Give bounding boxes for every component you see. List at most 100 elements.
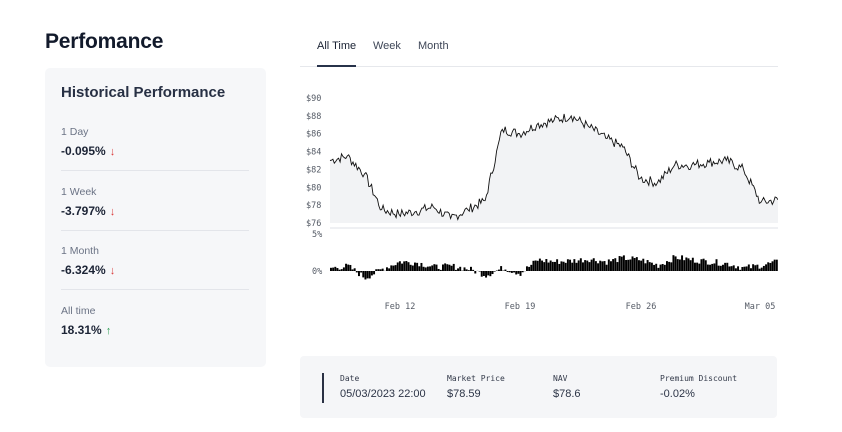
return-bar [530, 264, 533, 271]
return-bar [439, 269, 442, 271]
return-bar [379, 269, 382, 271]
return-bar [420, 262, 423, 271]
metric-label: 1 Month [61, 245, 99, 257]
return-bar [392, 265, 395, 271]
y-tick-label: $80 [306, 183, 321, 193]
return-bar [485, 271, 488, 278]
metric-value-text: -3.797% [61, 204, 106, 218]
metric-label: All time [61, 305, 96, 317]
return-bar [575, 262, 578, 271]
divider [61, 230, 249, 231]
metric-1-week: 1 Week -3.797% ↓ [61, 186, 249, 246]
return-bar [627, 259, 630, 271]
info-price-value: $78.59 [447, 388, 481, 400]
page-title: Perfomance [45, 30, 164, 53]
return-bar [655, 263, 658, 271]
return-bar [702, 258, 705, 271]
return-bar [638, 260, 640, 271]
return-bar [648, 262, 651, 271]
return-bar [551, 261, 554, 271]
metric-label: 1 Day [61, 126, 89, 138]
return-bar [564, 262, 567, 271]
return-bar [549, 260, 552, 271]
return-bar [592, 258, 595, 271]
return-bar [541, 260, 544, 271]
divider [61, 170, 249, 171]
return-bar [407, 262, 410, 271]
x-tick-label: Feb 19 [505, 302, 536, 312]
return-bar [528, 266, 531, 271]
return-bar [579, 258, 582, 271]
return-bar [435, 264, 438, 271]
return-bar [377, 269, 380, 271]
info-market-price: Market Price $78.59 [447, 374, 505, 400]
tab-week[interactable]: Week [373, 40, 401, 52]
return-bar [683, 260, 686, 271]
metric-value-text: -6.324% [61, 263, 106, 277]
return-bar [730, 266, 733, 271]
arrow-down-icon: ↓ [109, 206, 116, 218]
return-bar [640, 260, 643, 271]
return-bar [691, 257, 694, 271]
price-area [330, 114, 778, 223]
return-bar [411, 265, 414, 271]
metric-value: -3.797% ↓ [61, 204, 115, 218]
return-bar [558, 263, 561, 271]
return-bar [467, 270, 470, 271]
tab-month[interactable]: Month [418, 40, 449, 52]
return-bar [767, 262, 770, 271]
x-tick-label: Feb 12 [385, 302, 416, 312]
return-bar [536, 260, 539, 271]
return-bar [498, 269, 500, 271]
return-bar [584, 260, 587, 271]
active-tab-indicator [317, 65, 356, 67]
return-bar [532, 260, 535, 271]
time-range-tabs: All Time Week Month [300, 34, 778, 67]
return-bar [582, 262, 584, 271]
return-bar [577, 260, 580, 271]
x-tick-label: Feb 26 [626, 302, 657, 312]
return-bar [545, 259, 548, 271]
return-bar [424, 267, 427, 271]
return-bar [414, 262, 416, 271]
return-bar [519, 271, 522, 276]
return-bar [358, 271, 360, 277]
return-bar [504, 269, 507, 271]
x-tick-label: Mar 05 [745, 302, 776, 312]
return-bar [446, 264, 449, 271]
return-bar [614, 258, 617, 271]
return-bar [616, 262, 619, 271]
return-bar [709, 264, 712, 271]
info-date-value: 05/03/2023 22:00 [340, 388, 426, 400]
return-bar [760, 267, 763, 271]
y-tick-label: $84 [306, 148, 321, 158]
return-bar [515, 271, 518, 275]
return-bar [390, 265, 393, 271]
return-bar [345, 263, 348, 271]
y-tick-label: $88 [306, 112, 321, 122]
return-bar [422, 266, 425, 271]
return-bar [480, 271, 483, 277]
return-bar [745, 266, 748, 271]
info-discount-label: Premium Discount [660, 374, 738, 383]
return-bar [672, 255, 675, 271]
return-bar [521, 271, 524, 273]
return-bar [769, 262, 772, 271]
return-bar [607, 259, 610, 271]
return-bar [700, 259, 703, 271]
price-chart[interactable]: $90 $88 $86 $84 $82 $80 $78 $76 5% 0% Feb 12 Feb 19… [300, 86, 778, 326]
return-bar [401, 263, 404, 271]
tab-all-time[interactable]: All Time [317, 40, 357, 52]
return-bar [773, 259, 776, 271]
return-bar [663, 264, 666, 271]
return-bar [739, 269, 742, 271]
historical-performance-title: Historical Performance [61, 84, 226, 101]
return-bar [386, 267, 388, 271]
return-bar [396, 262, 399, 271]
y-tick-label: $86 [306, 130, 321, 140]
y-tick-label: $82 [306, 165, 321, 175]
return-bar [747, 264, 750, 271]
return-bar [676, 259, 679, 271]
return-bar [642, 258, 645, 271]
y-tick-label: $76 [306, 219, 321, 229]
